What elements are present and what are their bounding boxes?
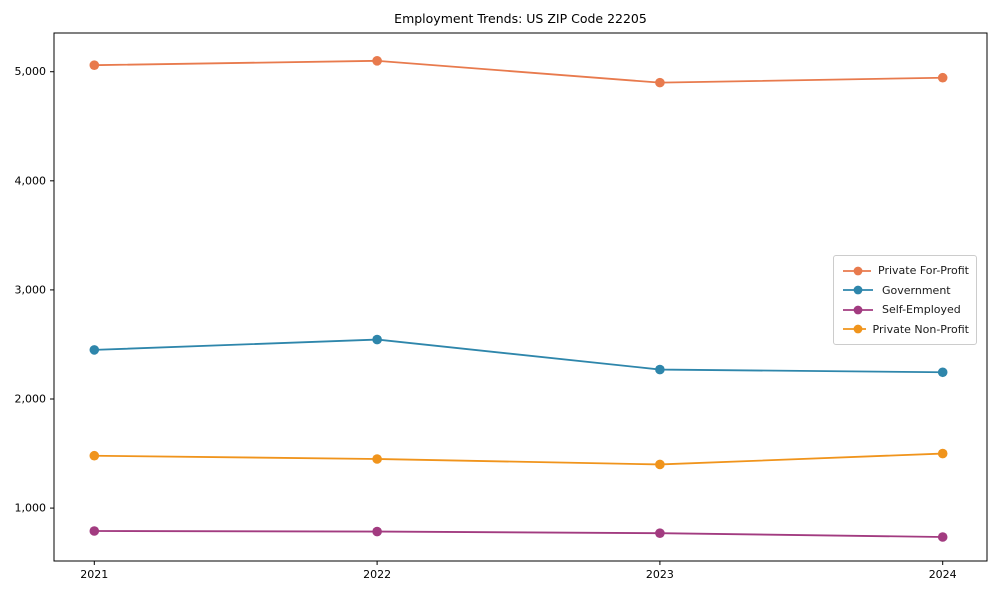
legend-item: Government	[841, 281, 969, 301]
series-line-private-for-profit	[94, 59, 943, 84]
data-point	[372, 56, 382, 66]
x-tick-label: 2022	[363, 568, 391, 581]
x-tick-label: 2023	[646, 568, 674, 581]
y-tick-label: 2,000	[15, 393, 47, 406]
data-point	[655, 364, 665, 375]
legend-label: Self-Employed	[882, 303, 961, 317]
legend-item: Self-Employed	[841, 300, 969, 320]
data-point	[655, 77, 665, 88]
series-line-self-employed	[94, 530, 943, 538]
legend-line-marker-icon	[843, 324, 866, 334]
x-tick-label: 2024	[929, 568, 957, 581]
legend-label: Government	[882, 283, 951, 297]
y-tick-label: 1,000	[15, 502, 47, 515]
data-point	[89, 60, 100, 70]
data-point	[937, 72, 948, 83]
data-point	[372, 334, 382, 345]
data-point	[372, 526, 382, 537]
x-tick-label: 2021	[80, 568, 108, 581]
plot-spines	[53, 32, 988, 562]
legend-item: Private For-Profit	[841, 261, 969, 281]
data-point	[89, 345, 100, 355]
data-point	[89, 450, 100, 461]
legend-item: Private Non-Profit	[841, 320, 969, 340]
y-tick-label: 4,000	[15, 174, 47, 187]
legend-line-marker-icon	[843, 285, 873, 295]
legend-line-marker-icon	[843, 305, 873, 315]
legend-label: Private Non-Profit	[872, 322, 969, 336]
chart-title: Employment Trends: US ZIP Code 22205	[394, 11, 647, 26]
legend: Private For-Profit Government Self-Emplo…	[833, 255, 977, 345]
data-point	[937, 532, 948, 542]
data-point	[937, 448, 948, 459]
data-point	[89, 526, 100, 536]
series-line-private-non-profit	[94, 452, 943, 466]
data-point	[937, 367, 948, 378]
data-point	[372, 454, 382, 464]
data-point	[655, 528, 665, 538]
data-point	[655, 459, 665, 470]
series-line-government	[94, 338, 943, 374]
y-tick-label: 5,000	[15, 65, 47, 78]
legend-label: Private For-Profit	[878, 264, 969, 278]
legend-line-marker-icon	[843, 266, 871, 276]
y-tick-label: 3,000	[15, 283, 47, 296]
